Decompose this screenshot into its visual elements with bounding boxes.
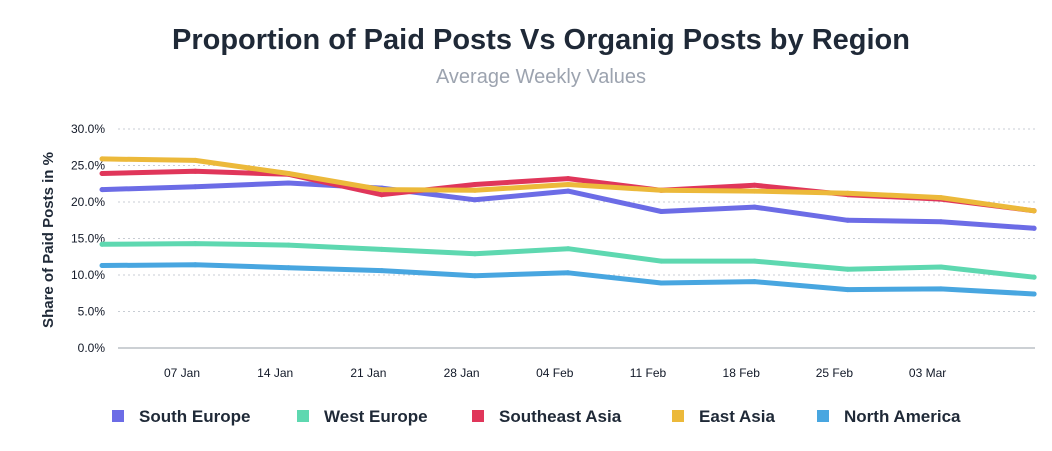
legend-item-east-asia[interactable]: East Asia bbox=[672, 407, 775, 426]
legend-item-south-europe[interactable]: South Europe bbox=[112, 407, 250, 426]
data-point-west-europe bbox=[938, 264, 944, 270]
series-east-asia bbox=[99, 156, 1037, 214]
data-point-west-europe bbox=[752, 258, 757, 264]
data-point-east-asia bbox=[658, 187, 664, 193]
data-point-east-asia bbox=[938, 195, 944, 201]
data-point-east-asia bbox=[845, 190, 851, 196]
data-point-west-europe bbox=[286, 242, 291, 248]
legend-swatch bbox=[112, 410, 124, 422]
data-point-southeast-asia bbox=[379, 192, 385, 198]
y-axis-ticks: 0.0% 5.0% 10.0% 15.0% 20.0% 25.0% 30.0% bbox=[71, 122, 105, 355]
y-tick-label: 25.0% bbox=[71, 159, 105, 173]
data-point-north-america bbox=[379, 268, 385, 274]
data-point-west-europe bbox=[845, 266, 851, 272]
legend-label: East Asia bbox=[699, 407, 775, 426]
data-point-east-asia bbox=[99, 156, 105, 162]
data-point-south-europe bbox=[99, 187, 105, 193]
data-point-south-europe bbox=[472, 197, 478, 203]
data-point-east-asia bbox=[192, 157, 198, 163]
chart-subtitle: Average Weekly Values bbox=[436, 66, 646, 88]
data-point-north-america bbox=[1031, 291, 1037, 297]
legend: South Europe West Europe Southeast Asia Eas… bbox=[112, 407, 961, 426]
data-point-west-europe bbox=[658, 258, 664, 264]
legend-swatch bbox=[472, 410, 484, 422]
x-tick-label: 25 Feb bbox=[816, 366, 854, 380]
y-tick-label: 10.0% bbox=[71, 268, 105, 282]
data-point-south-europe bbox=[752, 204, 757, 210]
data-point-south-europe bbox=[845, 217, 851, 223]
data-point-south-europe bbox=[192, 184, 198, 190]
data-point-east-asia bbox=[1031, 208, 1037, 214]
x-tick-label: 14 Jan bbox=[257, 366, 293, 380]
legend-item-southeast-asia[interactable]: Southeast Asia bbox=[472, 407, 622, 426]
data-point-north-america bbox=[286, 265, 291, 271]
y-tick-label: 0.0% bbox=[78, 341, 106, 355]
data-point-south-europe bbox=[286, 180, 291, 186]
x-tick-label: 21 Jan bbox=[350, 366, 386, 380]
data-point-east-asia bbox=[379, 187, 385, 193]
legend-swatch bbox=[817, 410, 829, 422]
y-tick-label: 15.0% bbox=[71, 232, 105, 246]
data-point-southeast-asia bbox=[752, 182, 757, 188]
y-axis-label: Share of Paid Posts in % bbox=[40, 152, 57, 328]
data-point-west-europe bbox=[565, 246, 571, 252]
legend-label: South Europe bbox=[139, 407, 250, 426]
y-tick-label: 20.0% bbox=[71, 195, 105, 209]
data-point-north-america bbox=[658, 280, 664, 286]
x-tick-label: 03 Mar bbox=[909, 366, 946, 380]
data-point-east-asia bbox=[752, 188, 757, 194]
legend-label: Southeast Asia bbox=[499, 407, 622, 426]
data-point-west-europe bbox=[379, 246, 385, 252]
series-south-europe bbox=[99, 180, 1037, 231]
data-point-southeast-asia bbox=[472, 182, 478, 187]
data-point-southeast-asia bbox=[192, 168, 198, 174]
series-west-europe bbox=[99, 241, 1037, 280]
gridlines bbox=[118, 128, 1035, 349]
x-tick-label: 11 Feb bbox=[630, 366, 667, 380]
data-point-east-asia bbox=[565, 182, 571, 187]
data-point-southeast-asia bbox=[565, 176, 571, 182]
data-point-north-america bbox=[99, 263, 105, 268]
data-point-southeast-asia bbox=[99, 171, 105, 176]
data-point-north-america bbox=[752, 279, 757, 285]
data-point-south-europe bbox=[565, 188, 571, 194]
data-point-north-america bbox=[565, 270, 571, 276]
series-north-america bbox=[99, 262, 1037, 297]
series-lines bbox=[99, 156, 1037, 297]
legend-swatch bbox=[297, 410, 309, 422]
data-point-north-america bbox=[192, 262, 198, 268]
y-tick-label: 30.0% bbox=[71, 122, 105, 136]
data-point-west-europe bbox=[192, 241, 198, 247]
x-tick-label: 04 Feb bbox=[536, 366, 574, 380]
data-point-west-europe bbox=[472, 251, 478, 257]
legend-label: North America bbox=[844, 407, 961, 426]
data-point-south-europe bbox=[1031, 225, 1037, 231]
legend-label: West Europe bbox=[324, 407, 428, 426]
data-point-west-europe bbox=[1031, 274, 1037, 280]
data-point-east-asia bbox=[286, 171, 291, 176]
x-axis-ticks: 07 Jan 14 Jan 21 Jan 28 Jan 04 Feb 11 Feb 18 F… bbox=[164, 366, 946, 380]
legend-swatch bbox=[672, 410, 684, 422]
data-point-south-europe bbox=[938, 219, 944, 225]
data-point-south-europe bbox=[658, 209, 664, 214]
data-point-west-europe bbox=[99, 241, 105, 247]
chart-title: Proportion of Paid Posts Vs Organig Post… bbox=[172, 24, 910, 56]
x-tick-label: 18 Feb bbox=[723, 366, 761, 380]
data-point-north-america bbox=[938, 286, 944, 292]
x-tick-label: 07 Jan bbox=[164, 366, 200, 380]
y-tick-label: 5.0% bbox=[78, 305, 106, 319]
data-point-north-america bbox=[845, 287, 851, 293]
legend-item-north-america[interactable]: North America bbox=[817, 407, 961, 426]
x-tick-label: 28 Jan bbox=[444, 366, 480, 380]
data-point-east-asia bbox=[472, 187, 478, 193]
legend-item-west-europe[interactable]: West Europe bbox=[297, 407, 428, 426]
data-point-north-america bbox=[472, 273, 478, 279]
